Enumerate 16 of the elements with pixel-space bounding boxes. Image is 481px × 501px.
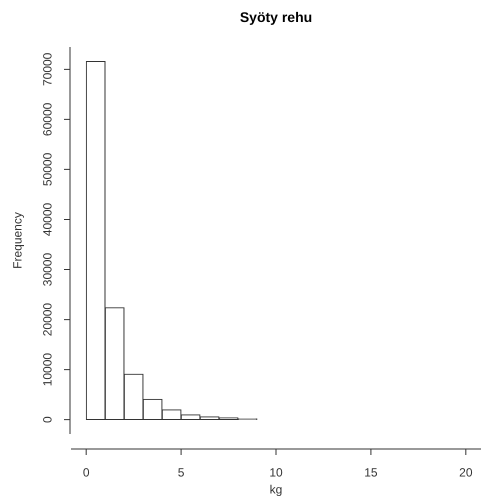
x-tick-label: 15 — [364, 465, 378, 480]
y-tick-label: 70000 — [40, 52, 54, 86]
y-tick-label: 20000 — [40, 302, 54, 336]
x-axis-title: kg — [270, 482, 282, 496]
y-tick-label: 50000 — [40, 152, 54, 186]
x-tick-label: 5 — [178, 465, 185, 480]
y-tick-label: 40000 — [40, 202, 54, 236]
y-tick-label: 0 — [40, 416, 54, 424]
chart-title: Syöty rehu — [240, 8, 312, 25]
y-axis-title: Frequency — [10, 212, 24, 269]
y-tick-label: 10000 — [40, 352, 54, 386]
x-tick-label: 0 — [82, 465, 90, 480]
x-tick-label: 20 — [459, 465, 473, 480]
x-tick-label: 10 — [269, 465, 283, 480]
y-tick-label: 30000 — [40, 252, 54, 286]
y-tick-label: 60000 — [40, 102, 54, 136]
